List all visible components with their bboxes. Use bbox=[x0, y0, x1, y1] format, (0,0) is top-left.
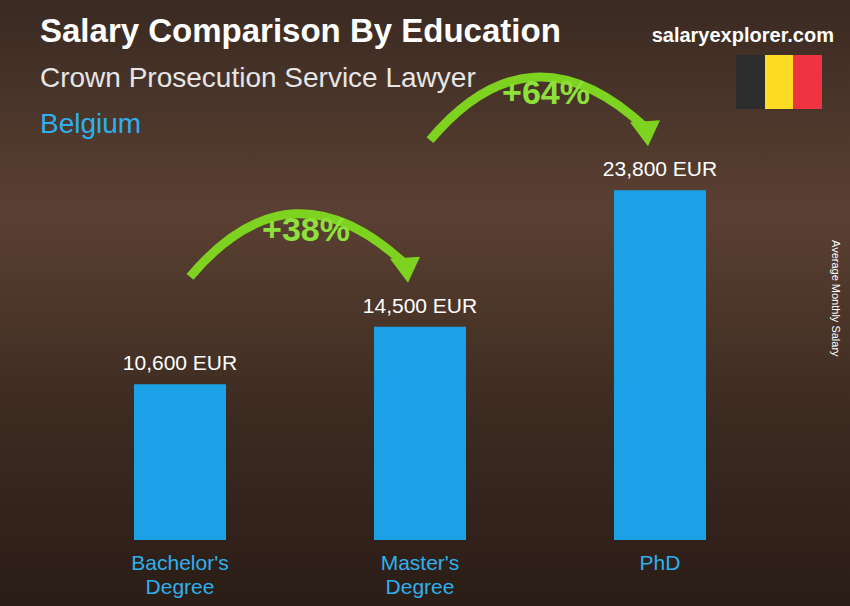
svg-text:+38%: +38% bbox=[262, 210, 350, 248]
svg-text:14,500 EUR: 14,500 EUR bbox=[363, 294, 477, 317]
html-text:salaryexplorer.com: salaryexplorer.com bbox=[651, 24, 834, 46]
html-text:Crown Prosecution Service Lawy: Crown Prosecution Service Lawyer bbox=[40, 62, 476, 93]
svg-text:23,800 EUR: 23,800 EUR bbox=[603, 157, 717, 180]
html-text:Average Monthly Salary: Average Monthly Salary bbox=[830, 240, 842, 357]
svg-text:Master'sDegree: Master'sDegree bbox=[381, 551, 460, 598]
svg-text:10,600 EUR: 10,600 EUR bbox=[123, 351, 237, 374]
svg-text:+64%: +64% bbox=[502, 73, 590, 111]
svg-text:PhD: PhD bbox=[640, 551, 681, 574]
html-text:Salary Comparison By Education: Salary Comparison By Education bbox=[40, 12, 561, 49]
svg-text:Bachelor'sDegree: Bachelor'sDegree bbox=[131, 551, 228, 598]
html-text:Belgium: Belgium bbox=[40, 108, 142, 139]
